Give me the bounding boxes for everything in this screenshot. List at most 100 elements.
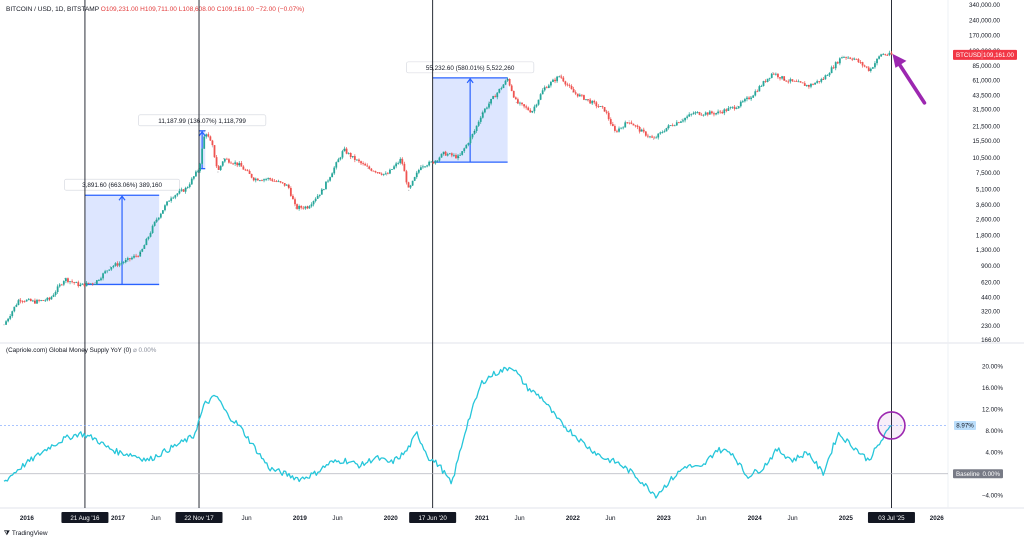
indicator-legend[interactable]: (Capriole.com) Global Money Supply YoY (…: [6, 347, 156, 354]
price-candle: [706, 112, 709, 115]
price-candle: [490, 98, 492, 104]
price-candle: [432, 161, 435, 164]
price-candle: [711, 111, 713, 114]
price-candle: [52, 294, 55, 297]
price-candle: [665, 128, 668, 132]
price-candle: [704, 112, 707, 115]
price-candle: [512, 90, 515, 98]
price-candle: [537, 99, 540, 105]
price-candle: [762, 81, 765, 86]
price-candle: [263, 179, 265, 181]
price-candle: [739, 101, 742, 107]
price-candle: [285, 184, 288, 186]
price-candle: [492, 96, 495, 99]
price-candle: [81, 283, 84, 285]
time-marker-badge[interactable]: [867, 512, 915, 523]
price-candle: [195, 171, 197, 177]
price-point: [125, 260, 127, 262]
indicator-tick-label: 20.00%: [982, 363, 1003, 370]
price-candle: [735, 108, 738, 110]
indicator-tick-label: 16.00%: [982, 385, 1003, 392]
price-candle: [564, 81, 567, 85]
time-marker-badge[interactable]: [175, 512, 223, 523]
price-candle: [457, 155, 459, 159]
price-candle: [281, 182, 284, 184]
price-candle: [843, 57, 845, 58]
price-candle: [42, 300, 45, 301]
price-point: [852, 57, 855, 59]
last-price-badge[interactable]: [953, 49, 1017, 60]
price-candle: [717, 111, 719, 114]
price-candle: [298, 206, 301, 209]
price-candle: [240, 162, 243, 167]
price-candle: [746, 97, 748, 100]
price-candle: [446, 154, 449, 156]
price-candle: [228, 159, 230, 163]
price-candle: [422, 166, 424, 168]
price-candle: [628, 122, 631, 124]
price-point: [869, 69, 871, 71]
price-candle: [655, 137, 658, 139]
price-candle: [799, 81, 802, 83]
price-candle: [876, 58, 878, 64]
price-candle: [409, 185, 412, 188]
close-value: C109,161.00: [216, 6, 254, 13]
price-candle: [640, 129, 643, 132]
price-candle: [733, 106, 736, 109]
price-candle: [120, 262, 123, 264]
time-marker-badge[interactable]: [61, 512, 109, 523]
price-candle: [779, 77, 781, 79]
time-marker-badge[interactable]: [409, 512, 457, 523]
price-candle: [828, 73, 831, 76]
price-candle: [269, 178, 272, 180]
tradingview-brand[interactable]: ⧩ TradingView: [4, 530, 48, 538]
price-candle: [442, 151, 445, 154]
price-candle: [391, 169, 393, 170]
price-point: [185, 188, 187, 190]
price-point: [531, 111, 533, 113]
symbol-label[interactable]: BITCOIN / USD, 1D, BITSTAMP: [6, 6, 99, 13]
price-candle: [519, 102, 521, 104]
price-point: [652, 138, 655, 140]
price-candle: [791, 79, 794, 81]
price-candle: [867, 67, 870, 71]
price-tick-label: 1,300.00: [976, 247, 1001, 254]
price-candle: [85, 282, 88, 287]
price-candle: [407, 182, 410, 188]
price-candle: [729, 107, 732, 109]
price-candle: [343, 148, 346, 152]
price-tick-label: 61,000.00: [972, 78, 1000, 85]
price-candle: [25, 299, 28, 302]
price-candle: [583, 95, 585, 100]
price-candle: [382, 173, 385, 175]
price-candle: [890, 52, 893, 55]
price-candle: [444, 151, 447, 156]
price-candle: [723, 109, 726, 114]
price-candle: [316, 195, 319, 199]
price-candle: [744, 99, 746, 102]
price-candle: [752, 95, 755, 98]
price-candle: [162, 210, 164, 214]
price-candle: [657, 133, 660, 138]
price-candle: [419, 167, 422, 170]
price-tick-label: 5,100.00: [976, 187, 1001, 194]
price-candle: [67, 278, 69, 283]
price-candle: [469, 137, 472, 144]
indicator-tick-label: 4.00%: [985, 449, 1003, 456]
price-candle: [135, 255, 137, 257]
price-candle: [597, 106, 600, 107]
measure-label: 11,187.99 (136.07%) 1,118,799: [158, 118, 246, 125]
price-candle: [314, 198, 317, 202]
price-candle: [810, 83, 812, 87]
price-point: [749, 96, 752, 98]
price-candle: [341, 151, 344, 158]
price-candle: [585, 99, 587, 101]
price-candle: [516, 99, 519, 104]
price-tick-label: 10,500.00: [972, 155, 1000, 162]
price-candle: [869, 68, 872, 71]
time-marker-label: 03 Jul '25: [878, 515, 905, 522]
price-candle: [114, 263, 117, 266]
price-candle: [93, 283, 96, 285]
price-candle: [603, 107, 606, 112]
